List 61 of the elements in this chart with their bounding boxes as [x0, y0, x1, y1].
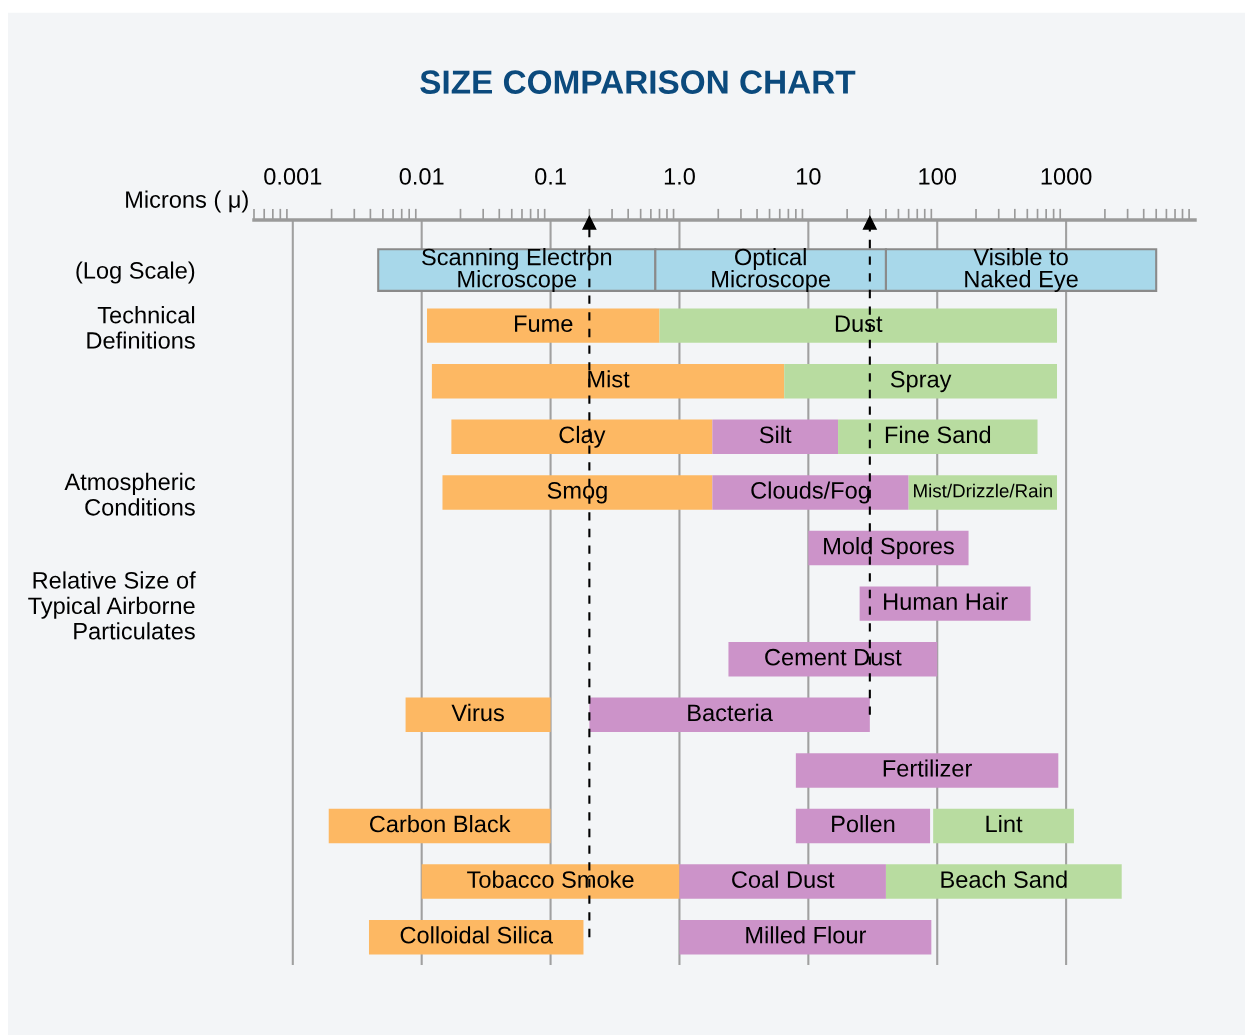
data-label: Dust	[835, 315, 883, 332]
y-tick-label: Technical Definitions	[87, 306, 195, 349]
data-label: Clay	[559, 425, 606, 448]
bar	[659, 308, 1058, 343]
data-label: Visible to Naked Eye	[965, 248, 1078, 293]
data-label: Coal Dust	[732, 870, 835, 888]
bar	[442, 475, 713, 510]
bar	[451, 419, 713, 455]
bar	[728, 641, 938, 677]
data-label: Mist	[588, 370, 630, 388]
bar	[679, 864, 886, 899]
bar	[712, 419, 839, 455]
bar	[933, 808, 1074, 844]
bar	[885, 864, 1122, 899]
bar	[712, 475, 909, 510]
bar	[784, 364, 1058, 399]
data-label: Pollen	[832, 815, 895, 833]
data-label: Beach Sand	[941, 870, 1067, 888]
y-tick-label: Relative Size of Typical Airborne Particulates	[28, 571, 196, 640]
x-axis-title: Microns ( μ)	[126, 190, 248, 213]
x-tick-label: 0.1	[535, 168, 566, 185]
data-label: Silt	[759, 425, 792, 444]
x-tick-label: 1.0	[664, 168, 695, 185]
bar	[328, 808, 551, 844]
data-label: Mold Spores	[824, 537, 954, 560]
data-label: Spray	[890, 370, 952, 393]
data-label: Colloidal Silica	[400, 926, 553, 944]
x-tick-label: 100	[919, 168, 956, 185]
bar	[431, 364, 785, 399]
y-tick-label: (Log Scale)	[76, 261, 195, 284]
bar	[859, 586, 1031, 621]
data-label: Lint	[986, 815, 1023, 833]
bar	[838, 419, 1038, 455]
data-label: Bacteria	[688, 703, 773, 722]
data-label: Fertilizer	[883, 759, 972, 777]
x-tick-label: 1000	[1041, 168, 1092, 185]
data-label: Human Hair	[884, 592, 1008, 610]
data-label: Carbon Black	[369, 815, 511, 833]
bar	[589, 697, 870, 733]
bar	[421, 864, 680, 899]
data-label: Scanning Electron Microscope	[422, 248, 612, 293]
bar	[795, 753, 1059, 788]
x-tick-label: 0.001	[264, 168, 322, 185]
bar	[795, 808, 931, 844]
y-tick-label: Atmospheric Conditions	[64, 472, 196, 516]
chart-title: SIZE COMPARISON CHART	[420, 70, 856, 94]
data-label: Fume	[515, 315, 573, 332]
data-label: Virus	[451, 703, 504, 722]
x-tick-label: 0.01	[399, 168, 444, 185]
data-label: Cement Dust	[765, 648, 902, 666]
data-label: Mist/Drizzle/Rain	[914, 483, 1052, 498]
x-tick-label: 10	[797, 168, 821, 185]
data-label: Fine Sand	[885, 425, 991, 444]
bar	[427, 308, 660, 343]
data-label: Milled Flour	[746, 926, 867, 944]
bar	[405, 697, 551, 733]
data-label: Tobacco Smoke	[467, 870, 634, 888]
data-label: Clouds/Fog	[751, 481, 870, 504]
data-label: Smog	[547, 482, 607, 504]
data-label: Optical Microscope	[712, 248, 830, 293]
bar	[679, 919, 932, 955]
